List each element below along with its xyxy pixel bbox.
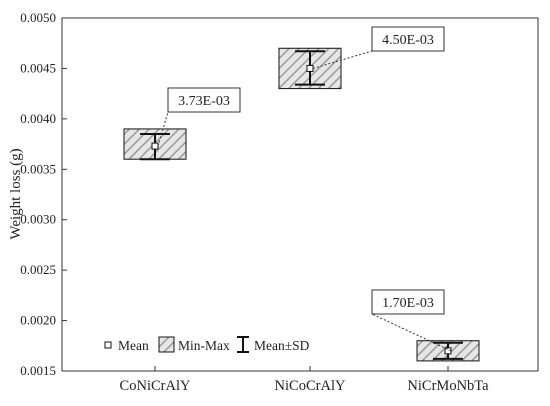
callout: 1.70E-03 [371, 289, 452, 352]
x-tick-label: NiCoCrAlY [275, 378, 346, 394]
y-tick-label: 0.0020 [20, 313, 56, 328]
callout-label: 3.73E-03 [178, 94, 230, 109]
y-tick-label: 0.0025 [20, 262, 56, 277]
callout-leader [371, 313, 452, 352]
callout-box [371, 26, 445, 52]
y-axis-title: Weight loss (g) [8, 148, 24, 239]
legend-mean-label: Mean [118, 338, 149, 353]
x-axis: CoNiCrAlY NiCoCrAlY NiCrMoNbTa [120, 366, 489, 394]
x-tick-label: NiCrMoNbTa [407, 378, 489, 394]
callout-box [371, 289, 445, 315]
y-tick-label: 0.0030 [20, 212, 56, 227]
y-tick-label: 0.0045 [20, 60, 56, 75]
x-tick-label: CoNiCrAlY [120, 378, 191, 394]
legend-minmax-icon [158, 336, 175, 353]
callout-leader [157, 111, 169, 147]
callout: 4.50E-03 [312, 26, 445, 69]
y-tick-label: 0.0035 [20, 161, 56, 176]
y-tick-label: 0.0040 [20, 111, 56, 126]
y-tick-label: 0.0050 [20, 10, 56, 25]
mean-marker [306, 64, 314, 72]
legend-sd-label: Mean±SD [254, 338, 310, 353]
callout-label: 4.50E-03 [382, 33, 434, 48]
plot-area-frame [61, 17, 539, 372]
mean-marker [151, 142, 159, 150]
legend: Mean Min-Max Mean±SD [104, 336, 310, 353]
legend-minmax-label: Min-Max [178, 338, 230, 353]
callout: 3.73E-03 [157, 87, 241, 147]
callout-label: 1.70E-03 [382, 296, 434, 311]
series-boxes [123, 47, 480, 362]
value-callouts: 3.73E-03 4.50E-03 1.70E-03 [157, 26, 452, 352]
legend-mean-icon [104, 341, 112, 349]
callout-box [167, 87, 241, 113]
y-tick-label: 0.0015 [20, 363, 56, 378]
legend-sd-icon [237, 336, 249, 353]
y-axis: 0.0050 0.0045 0.0040 0.0035 0.0030 0.0025 0.00… [20, 10, 67, 378]
